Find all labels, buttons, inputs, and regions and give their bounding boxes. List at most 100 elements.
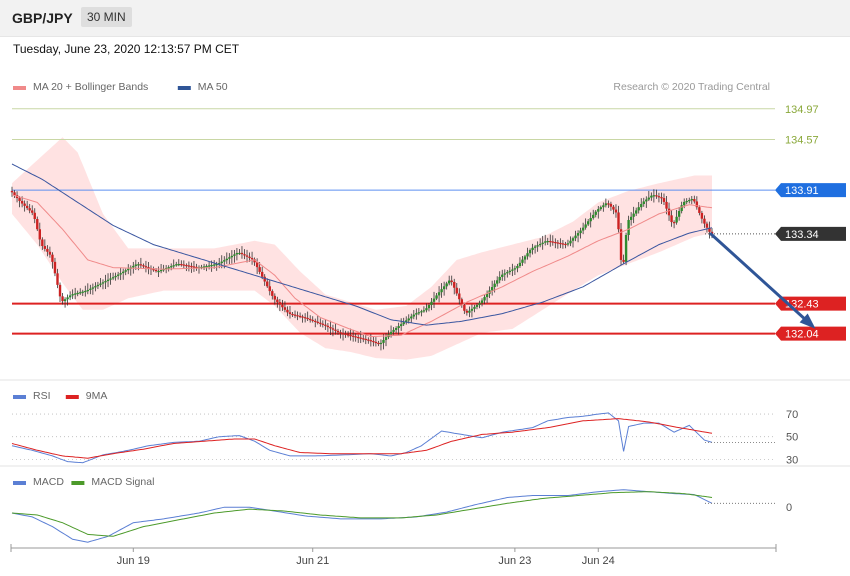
candle-body	[101, 282, 105, 284]
candle-body	[592, 214, 595, 219]
candle-body	[569, 240, 572, 244]
candle-body	[675, 216, 678, 223]
candle-body	[306, 317, 309, 320]
candle-body	[162, 269, 165, 271]
candle-body	[230, 255, 234, 258]
timeframe-button[interactable]: 30 MIN	[81, 7, 132, 27]
candle-body	[132, 265, 135, 268]
candle-body	[652, 195, 656, 197]
candle-body	[250, 258, 254, 260]
candle-body	[478, 303, 481, 305]
candle-body	[490, 287, 494, 291]
candle-body	[665, 201, 668, 209]
candle-body	[248, 256, 251, 259]
candle-body	[159, 270, 163, 272]
candle-body	[612, 206, 615, 210]
candle-body	[76, 292, 79, 295]
candle-body	[617, 212, 620, 230]
candle-body	[480, 300, 484, 304]
candle-body	[56, 273, 59, 285]
candle-body	[561, 243, 565, 245]
candle-body	[339, 332, 342, 334]
candle-body	[223, 260, 226, 262]
candle-body	[28, 208, 31, 211]
candle-body	[283, 307, 287, 310]
candle-body	[66, 297, 69, 300]
candle-body	[473, 306, 476, 309]
candle-body	[170, 266, 173, 268]
candle-body	[468, 310, 471, 313]
candle-body	[116, 274, 120, 276]
last-price-tag	[775, 226, 846, 241]
candle-body	[465, 310, 469, 313]
candle-body	[495, 280, 499, 284]
candle-body	[99, 283, 102, 285]
candle-body	[594, 211, 597, 215]
rsi-9ma-line	[11, 418, 713, 459]
candle-body	[695, 201, 699, 208]
candle-body	[228, 257, 231, 259]
candle-body	[622, 259, 625, 262]
candle-body	[215, 264, 218, 266]
candle-body	[485, 293, 489, 298]
candle-body	[670, 215, 673, 223]
candle-body	[619, 229, 623, 260]
candle-body	[81, 291, 84, 293]
candle-body	[705, 223, 709, 228]
candle-body	[710, 231, 714, 234]
rsi-legend-swatch	[65, 395, 79, 399]
candle-body	[521, 259, 524, 263]
candle-body	[427, 305, 431, 309]
candle-body	[627, 219, 630, 235]
header-bar: GBP/JPY 30 MIN	[0, 0, 850, 37]
candle-body	[182, 264, 186, 266]
macd-signal-line	[11, 491, 713, 537]
price-legend-swatch	[177, 86, 191, 90]
candle-body	[316, 321, 319, 323]
candle-body	[61, 296, 64, 302]
candle-body	[437, 292, 441, 296]
candle-body	[435, 295, 438, 299]
candle-body	[13, 192, 16, 196]
candle-body	[175, 264, 178, 266]
candle-body	[698, 207, 701, 213]
candle-body	[574, 235, 577, 239]
candle-body	[253, 259, 256, 263]
candle-body	[597, 209, 600, 212]
rsi-tick-label: 70	[786, 409, 798, 421]
candle-body	[693, 199, 696, 202]
candle-body	[354, 336, 357, 338]
candle-body	[632, 213, 635, 217]
candle-body	[581, 227, 585, 231]
candle-body	[212, 264, 216, 266]
candle-body	[503, 273, 506, 275]
support-tag	[775, 326, 846, 341]
x-tick-label: Jun 19	[117, 555, 150, 567]
candle-body	[38, 229, 41, 240]
rsi-legend-label: 9MA	[86, 390, 108, 402]
candle-body	[367, 339, 370, 341]
candle-body	[586, 221, 590, 225]
candle-body	[683, 201, 686, 206]
candle-body	[314, 320, 317, 323]
candle-body	[63, 299, 67, 302]
candle-body	[422, 310, 426, 312]
candle-body	[220, 261, 223, 264]
candle-body	[662, 198, 666, 202]
candle-body	[225, 258, 229, 261]
candle-body	[584, 224, 587, 228]
candle-body	[177, 264, 180, 266]
resistance-label: 134.57	[785, 134, 819, 146]
candle-body	[142, 265, 145, 267]
candle-body	[442, 286, 446, 290]
candle-body	[564, 243, 567, 246]
candle-body	[51, 254, 54, 262]
candle-body	[245, 255, 249, 257]
candle-body	[86, 289, 90, 292]
candle-body	[690, 199, 693, 201]
candle-body	[43, 246, 47, 249]
candle-body	[326, 325, 330, 328]
candle-body	[589, 218, 592, 222]
candle-body	[405, 320, 408, 323]
